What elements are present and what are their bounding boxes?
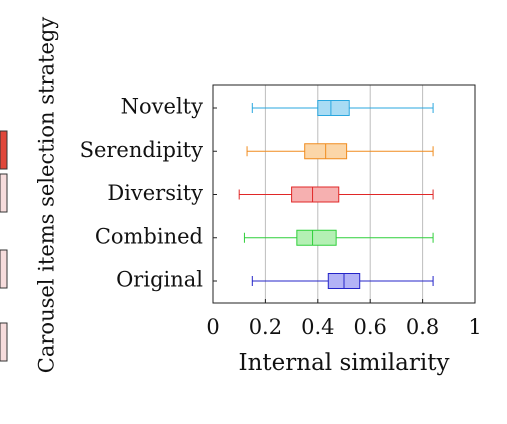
category-label: Combined bbox=[95, 224, 203, 248]
box-combined bbox=[243, 229, 434, 246]
left-panel-bar bbox=[0, 130, 8, 170]
box-iqr bbox=[291, 186, 340, 203]
category-label: Serendipity bbox=[80, 138, 204, 162]
boxes bbox=[238, 100, 434, 289]
box-serendipity bbox=[246, 143, 434, 160]
x-tick-label: 0.2 bbox=[249, 315, 282, 339]
box-original bbox=[251, 273, 434, 289]
category-label: Original bbox=[116, 268, 203, 292]
y-axis-label: Carousel items selection strategy bbox=[35, 17, 59, 374]
x-tick-label: 0.8 bbox=[406, 315, 439, 339]
left-panel-bar bbox=[0, 322, 8, 362]
box-iqr bbox=[317, 100, 350, 116]
category-labels: Novelty Serendipity Diversity Combined Origi… bbox=[80, 95, 217, 292]
left-panel-bar bbox=[0, 173, 8, 213]
left-panel-partial bbox=[0, 130, 8, 362]
x-tick-label: 0.4 bbox=[301, 315, 334, 339]
box-novelty bbox=[251, 100, 434, 116]
x-tick-label: 1 bbox=[468, 315, 481, 339]
x-tick-label: 0 bbox=[206, 315, 219, 339]
x-tick-label: 0.6 bbox=[353, 315, 386, 339]
x-axis-ticks: 0 0.2 0.4 0.6 0.8 1 bbox=[206, 299, 482, 339]
box-diversity bbox=[238, 186, 434, 203]
category-label: Novelty bbox=[121, 95, 203, 119]
category-label: Diversity bbox=[107, 181, 203, 205]
left-panel-bar bbox=[0, 249, 8, 289]
x-axis-label: Internal similarity bbox=[239, 350, 450, 376]
box-iqr bbox=[296, 229, 337, 246]
